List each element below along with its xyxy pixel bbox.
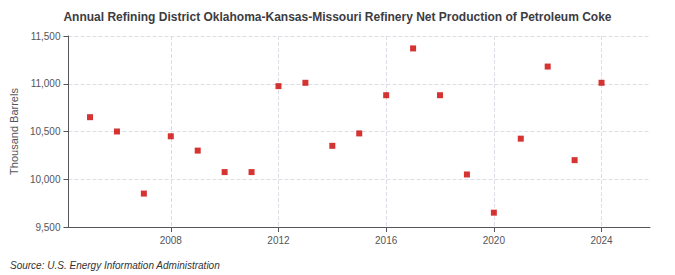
svg-text:2012: 2012 bbox=[267, 235, 290, 246]
svg-text:9,500: 9,500 bbox=[35, 222, 60, 233]
svg-text:2024: 2024 bbox=[590, 235, 613, 246]
svg-text:Source: U.S. Energy Informatio: Source: U.S. Energy Information Administ… bbox=[10, 260, 220, 271]
svg-text:2016: 2016 bbox=[375, 235, 398, 246]
svg-text:Annual Refining District Oklah: Annual Refining District Oklahoma-Kansas… bbox=[63, 10, 611, 24]
svg-text:11,500: 11,500 bbox=[31, 31, 61, 42]
svg-text:10,500: 10,500 bbox=[30, 126, 61, 137]
svg-text:2020: 2020 bbox=[483, 235, 506, 246]
svg-text:10,000: 10,000 bbox=[30, 174, 61, 185]
svg-text:11,000: 11,000 bbox=[31, 78, 61, 89]
svg-text:Thousand Barrels: Thousand Barrels bbox=[8, 88, 20, 175]
svg-text:2008: 2008 bbox=[160, 235, 183, 246]
